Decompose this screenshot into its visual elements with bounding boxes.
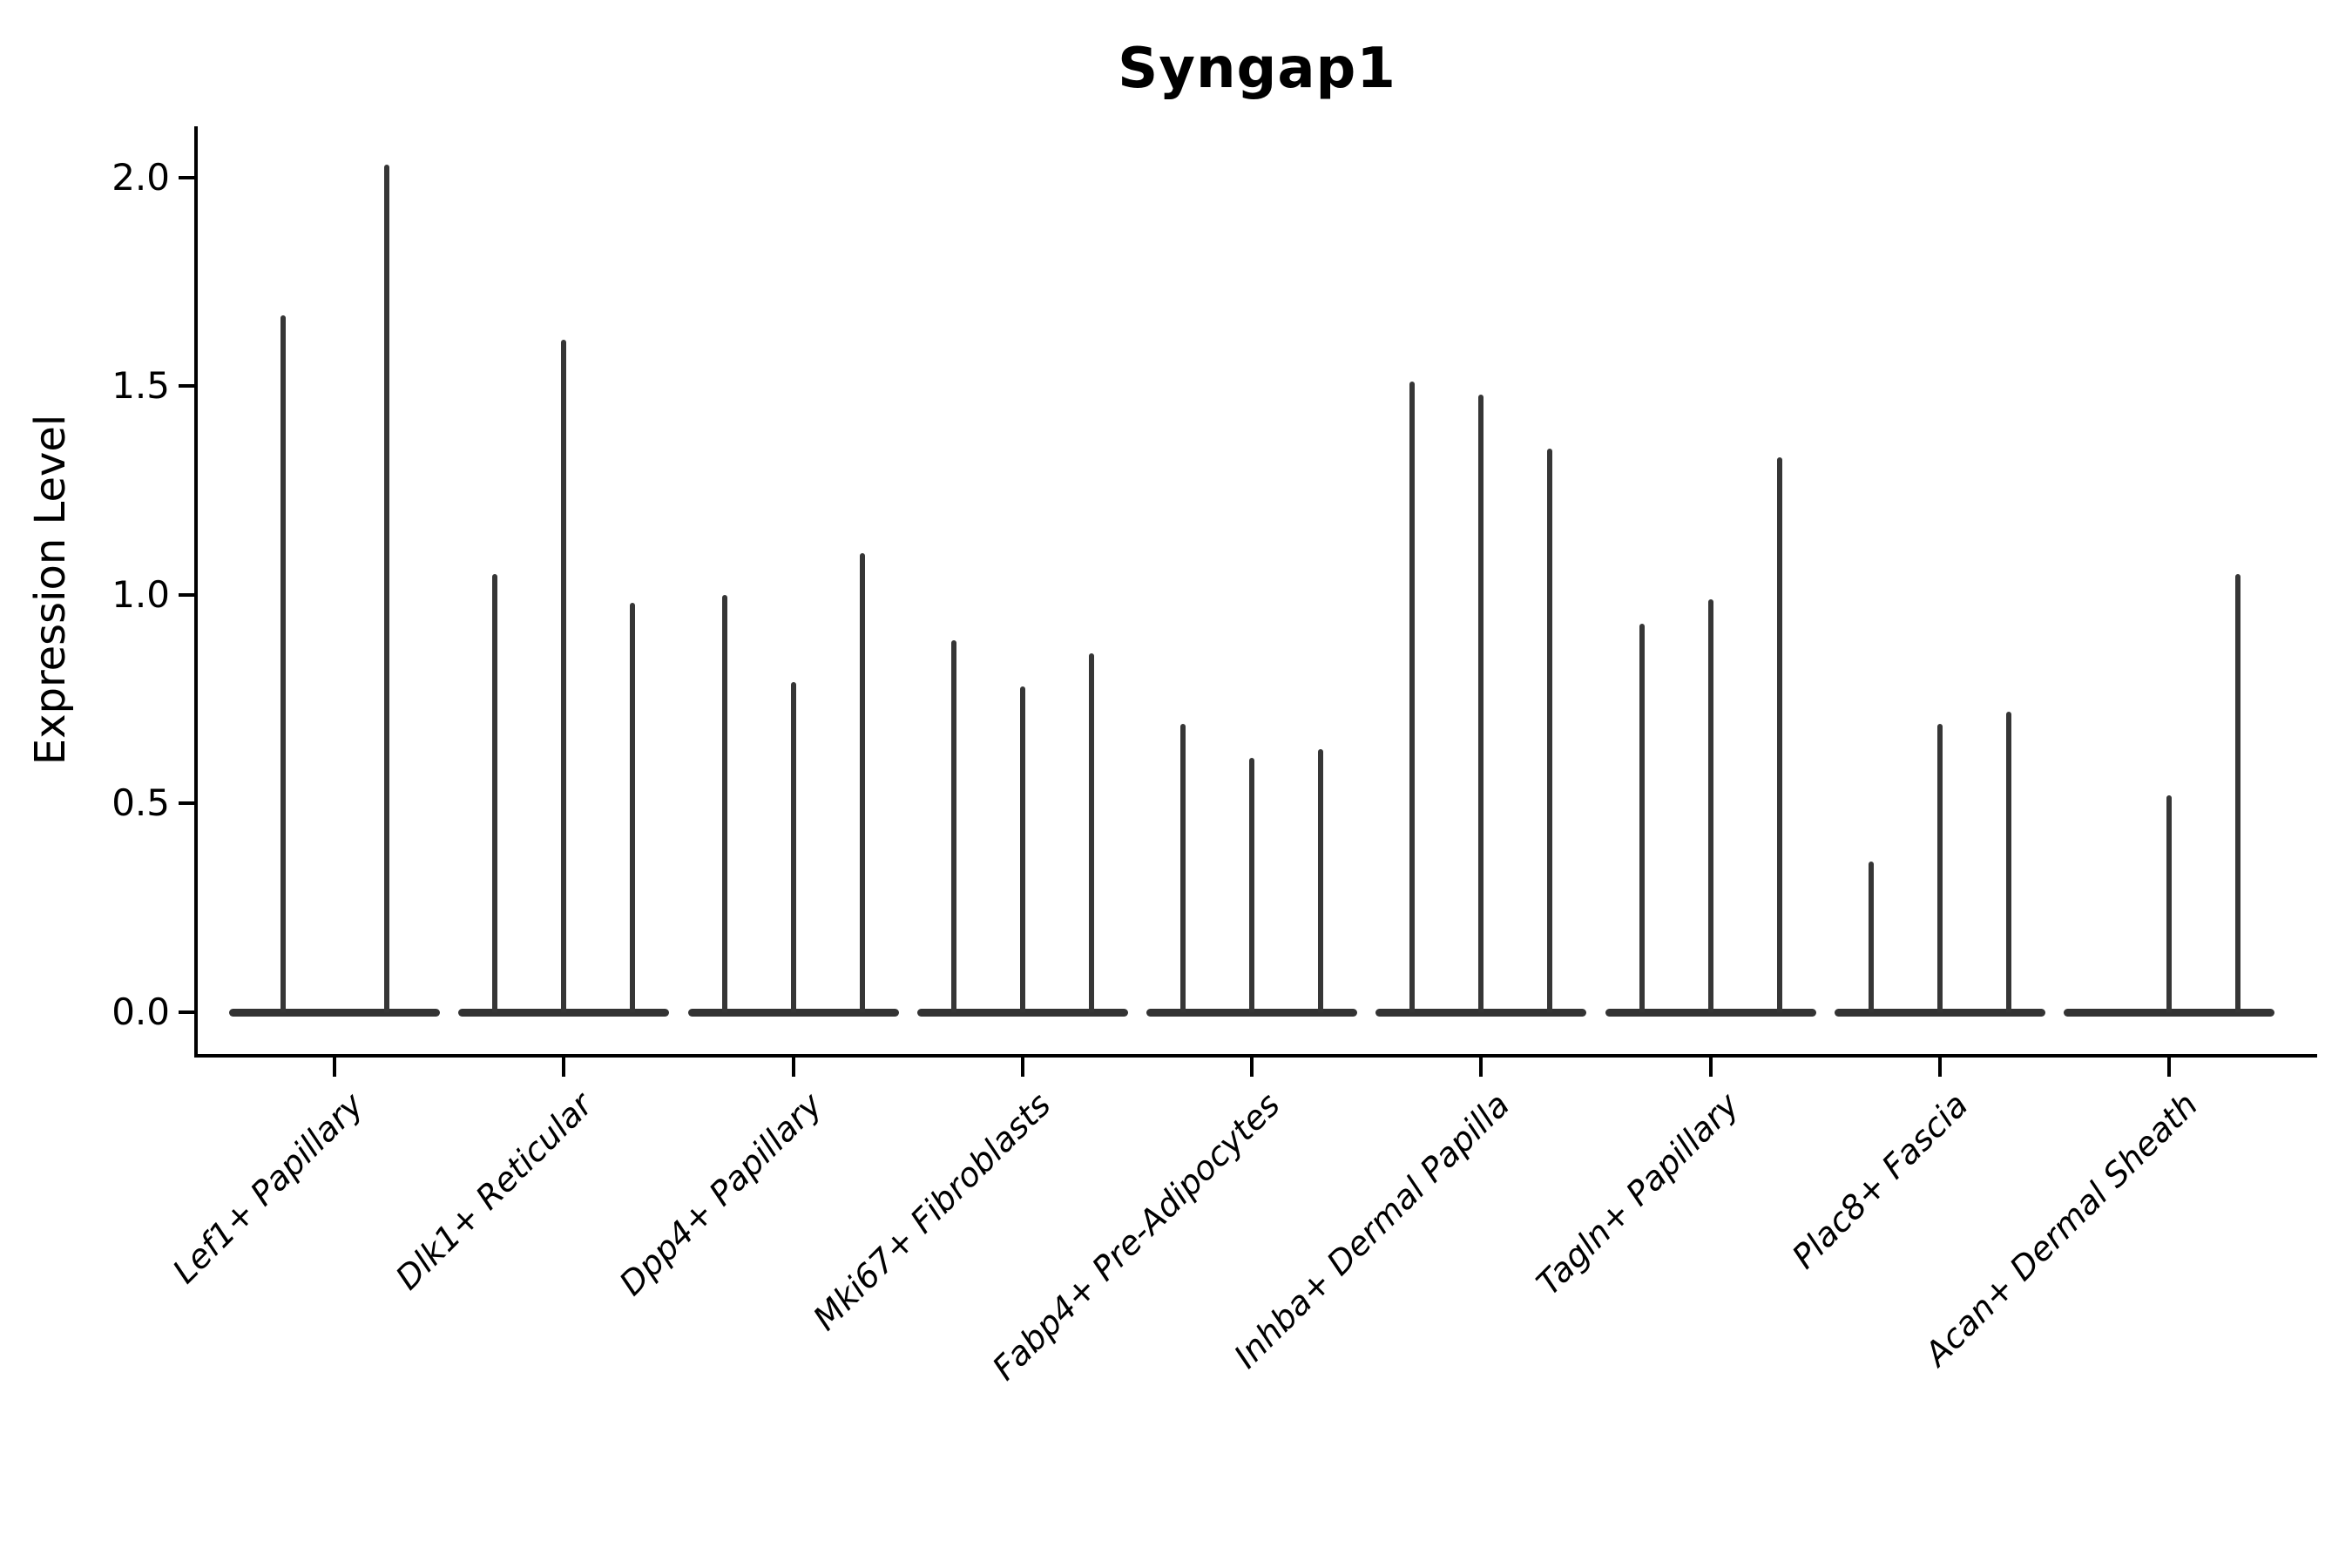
violin-spike [1019, 686, 1025, 1012]
x-tick-label: Tagln+ Papillary [1529, 1085, 1747, 1303]
violin-base [1146, 1008, 1357, 1017]
x-tick-mark [1479, 1058, 1484, 1077]
x-axis-spine [194, 1054, 2317, 1058]
y-tick-mark [179, 592, 194, 597]
y-tick-mark [179, 384, 194, 389]
violin-spike [1318, 749, 1323, 1012]
violin-spike [1088, 652, 1094, 1012]
y-tick-label: 1.5 [112, 364, 170, 408]
violin-base [2064, 1008, 2274, 1017]
x-tick-mark [1250, 1058, 1254, 1077]
violin-base [1375, 1008, 1587, 1017]
violin-spike [1868, 862, 1874, 1012]
violin-spike [280, 314, 286, 1012]
violin-spike [630, 603, 636, 1012]
violin-spike [1547, 449, 1553, 1012]
x-tick-mark [333, 1058, 336, 1077]
violin-spike [1180, 724, 1186, 1012]
y-tick-mark [179, 1010, 194, 1014]
violin-spike [790, 682, 796, 1012]
violin-spike [2005, 711, 2011, 1012]
violin-spike [492, 573, 498, 1012]
violin-base [229, 1008, 440, 1017]
y-tick-label: 1.0 [112, 572, 170, 616]
x-tick-label: Plac8+ Fascia [1785, 1085, 1976, 1276]
y-tick-label: 0.5 [112, 781, 170, 825]
x-tick-mark [1937, 1058, 1942, 1077]
violin-base [458, 1008, 670, 1017]
violin-base [1834, 1008, 2045, 1017]
violin-spike [1639, 624, 1645, 1012]
violin-spike [1249, 757, 1254, 1012]
y-tick-label: 2.0 [112, 155, 170, 199]
violin-spike [859, 552, 865, 1012]
y-tick-mark [179, 801, 194, 806]
violin-spike [950, 640, 956, 1012]
violin-spike [1478, 394, 1484, 1012]
x-tick-mark [562, 1058, 566, 1077]
y-axis-spine [194, 126, 198, 1058]
x-tick-label: Acan+ Dermal Sheath [1916, 1085, 2206, 1374]
violin-spike [1707, 598, 1713, 1012]
violin-spike [2235, 573, 2240, 1012]
violin-base [916, 1008, 1128, 1017]
violin-spike [721, 594, 727, 1012]
x-tick-mark [1708, 1058, 1713, 1077]
plot-title: Syngap1 [1118, 37, 1396, 101]
violin-spike [561, 340, 567, 1012]
violin-spike [1776, 456, 1782, 1012]
violin-spike [383, 165, 389, 1012]
x-tick-mark [2167, 1058, 2171, 1077]
x-tick-mark [1020, 1058, 1024, 1077]
violin-base [1605, 1008, 1816, 1017]
x-tick-label: Mki67+ Fibroblasts [806, 1085, 1058, 1338]
x-tick-label: Dpp4+ Papillary [612, 1085, 829, 1303]
violin-spike [2166, 794, 2172, 1012]
violin-spike [1936, 724, 1943, 1012]
violin-spike [1409, 382, 1416, 1012]
violin-base [687, 1008, 899, 1017]
y-tick-label: 0.0 [112, 990, 170, 1033]
x-tick-mark [791, 1058, 795, 1077]
x-tick-label: Dlk1+ Reticular [388, 1085, 600, 1297]
x-tick-label: Lef1+ Papillary [165, 1085, 371, 1291]
y-tick-mark [179, 175, 194, 179]
